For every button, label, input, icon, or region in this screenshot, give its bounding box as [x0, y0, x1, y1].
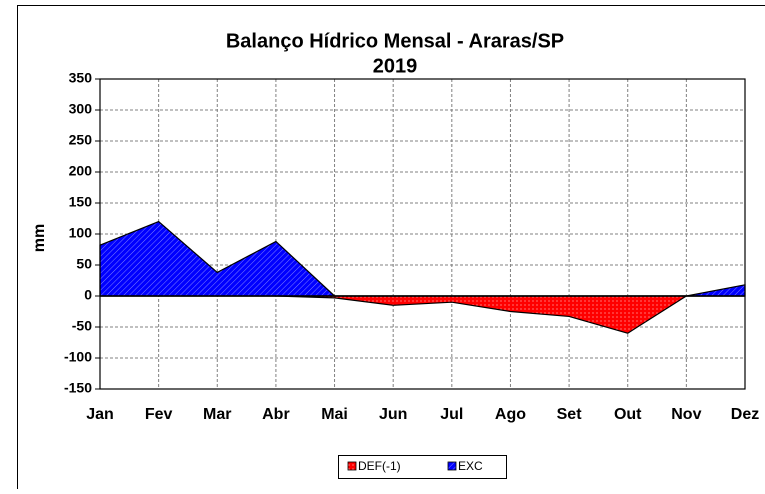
y-tick-label: 150	[69, 194, 93, 210]
y-tick-label: 350	[69, 70, 93, 86]
legend-swatch	[448, 462, 456, 470]
x-tick-label: Ago	[495, 406, 526, 423]
legend-label: EXC	[458, 459, 483, 473]
x-tick-label: Jan	[86, 406, 114, 423]
y-tick-label: -150	[64, 380, 92, 396]
x-tick-label: Abr	[262, 406, 290, 423]
y-tick-label: 250	[69, 132, 93, 148]
legend-label: DEF(-1)	[358, 459, 401, 473]
y-tick-label: -100	[64, 349, 92, 365]
chart-subtitle: 2019	[373, 55, 418, 77]
x-tick-label: Mai	[321, 406, 348, 423]
y-tick-label: 0	[84, 287, 92, 303]
x-tick-label: Mar	[203, 406, 231, 423]
x-tick-label: Jul	[440, 406, 463, 423]
x-tick-label: Fev	[145, 406, 173, 423]
y-tick-label: 300	[69, 101, 93, 117]
y-tick-label: 200	[69, 163, 93, 179]
y-axis-label: mm	[31, 224, 48, 252]
y-tick-label: -50	[72, 318, 92, 334]
x-tick-label: Nov	[671, 406, 701, 423]
x-tick-label: Jun	[379, 406, 407, 423]
x-tick-label: Set	[557, 406, 583, 423]
chart-title: Balanço Hídrico Mensal - Araras/SP	[226, 30, 564, 52]
x-tick-label: Out	[614, 406, 642, 423]
y-tick-label: 50	[76, 256, 92, 272]
x-tick-label: Dez	[731, 406, 759, 423]
y-tick-label: 100	[69, 225, 93, 241]
legend-swatch	[348, 462, 356, 470]
